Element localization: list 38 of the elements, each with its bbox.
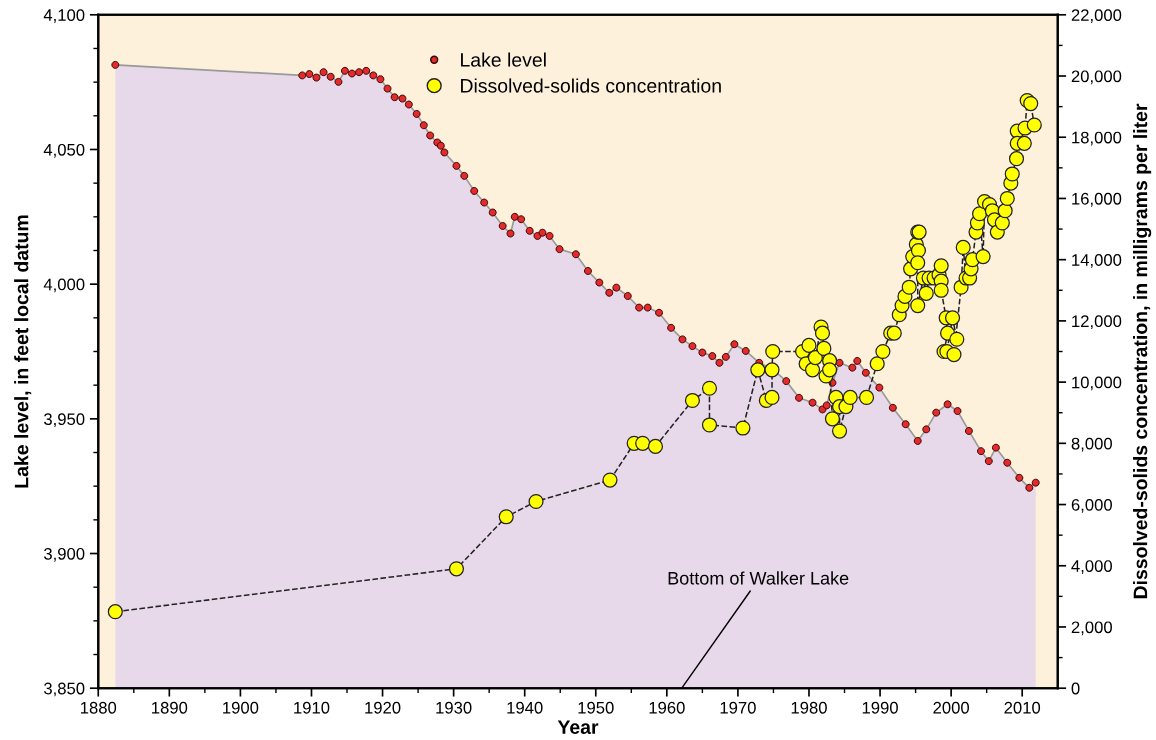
x-tick-label: 1990 (862, 701, 898, 714)
y2-tick-label: 8,000 (1071, 437, 1112, 452)
x-tick-label: 1890 (152, 701, 188, 714)
y2-tick-label: 14,000 (1072, 254, 1122, 268)
x-tick-label: 1950 (578, 701, 614, 714)
y-tick-label: 4,100 (43, 9, 85, 23)
x-tick-label: 2010 (1004, 701, 1041, 714)
x-tick-label: 1980 (791, 701, 827, 714)
x-tick-label: 1880 (80, 701, 117, 714)
y-tick-label: 4,000 (43, 278, 85, 293)
x-tick-label: 1970 (720, 701, 756, 714)
y2-tick-label: 18,000 (1072, 131, 1122, 146)
y-tick-label: 3,900 (44, 547, 85, 562)
y2-tick-label: 20,000 (1071, 70, 1122, 85)
y2-tick-label: 10,000 (1072, 376, 1122, 391)
x-tick-label: 1920 (365, 701, 401, 714)
x-tick-label: 1930 (436, 701, 472, 714)
y2-tick-label: 22,000 (1071, 9, 1122, 23)
annotation: Bottom of Walker Lake (668, 571, 849, 585)
y2-tick-label: 4,000 (1071, 560, 1112, 574)
y2-tick-label: 12,000 (1072, 315, 1122, 330)
x-axis-title: Year (557, 720, 599, 734)
y-tick-label: 4,050 (43, 143, 85, 158)
y-axis-title: Lake level, in feet local datum (14, 215, 32, 488)
y2-tick-label: 16,000 (1072, 192, 1122, 207)
y2-axis-title: Dissolved-solids concentration, in milligrams per liter (1133, 103, 1152, 599)
x-tick-label: 1960 (649, 701, 685, 714)
y2-tick-label: 2,000 (1071, 621, 1112, 636)
legend-label: Lake level (461, 52, 546, 67)
y-tick-label: 3,950 (44, 413, 85, 428)
x-tick-label: 1900 (223, 701, 259, 714)
y-tick-label: 3,850 (44, 682, 85, 697)
y2-tick-label: 6,000 (1071, 498, 1112, 513)
x-tick-label: 2000 (933, 701, 970, 714)
x-tick-label: 1940 (507, 701, 543, 714)
x-tick-label: 1910 (294, 701, 330, 714)
y2-tick-label: 0 (1071, 682, 1080, 695)
legend-label: Dissolved-solids concentration (461, 78, 721, 93)
